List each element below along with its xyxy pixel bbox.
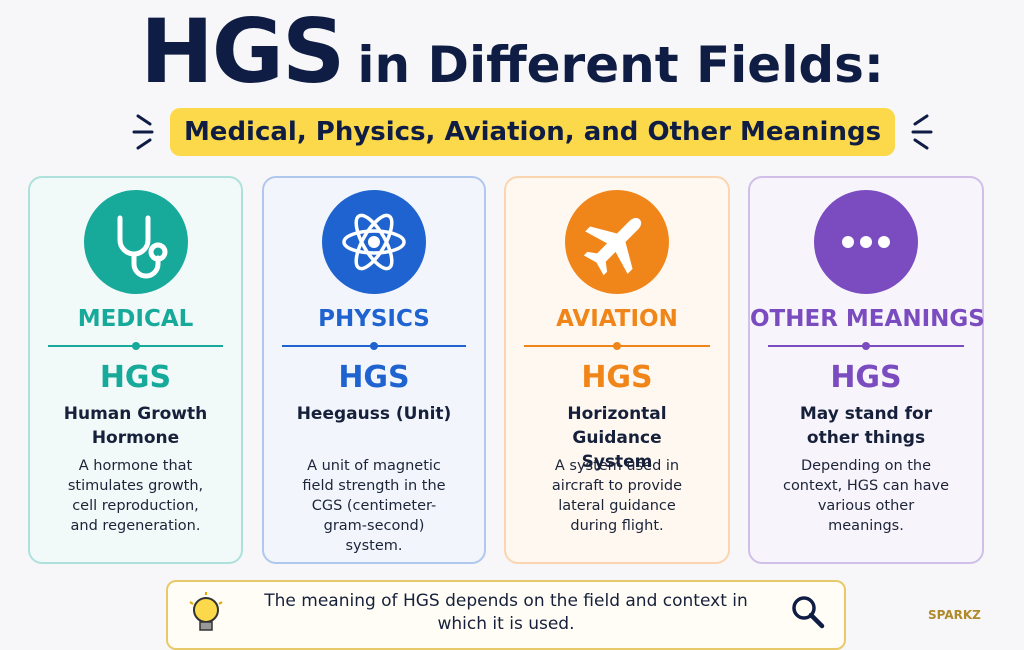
- title: HGS in Different Fields:: [0, 0, 1024, 103]
- icon: [322, 190, 426, 294]
- description: A system used in aircraft to provide lat…: [551, 458, 683, 534]
- description: Depending on the context, HGS can have v…: [782, 458, 950, 534]
- brand: SPARKZ: [928, 608, 981, 622]
- description: A unit of magnetic field strength in the…: [302, 458, 446, 554]
- field: AVIATION: [556, 306, 678, 332]
- icon: [565, 190, 669, 294]
- title-main: HGS: [140, 0, 345, 103]
- search-icon: [792, 596, 825, 629]
- acronym: HGS: [99, 360, 172, 395]
- field: MEDICAL: [77, 306, 194, 332]
- bulb-icon: [189, 592, 223, 631]
- icon: [83, 190, 188, 294]
- acronym: HGS: [338, 360, 410, 395]
- card: AVIATION HGS Horizontal Guidance System …: [504, 176, 730, 564]
- card: PHYSICS HGS Heegauss (Unit) A unit of ma…: [262, 176, 486, 564]
- footer-text: The meaning of HGS depends on the field …: [264, 591, 748, 634]
- description: A hormone that stimulates growth, cell r…: [67, 458, 204, 534]
- subtitle: Medical, Physics, Aviation, and Other Me…: [170, 108, 895, 156]
- acronym: HGS: [581, 360, 653, 395]
- icon: [814, 190, 918, 294]
- field: PHYSICS: [318, 306, 430, 332]
- field: OTHER MEANINGS: [750, 306, 985, 332]
- footer: The meaning of HGS depends on the field …: [166, 580, 846, 650]
- meaning: May stand for other things: [799, 404, 933, 448]
- meaning: Horizontal Guidance System: [567, 404, 667, 472]
- title-rest: in Different Fields:: [357, 36, 884, 94]
- card: OTHER MEANINGS HGS May stand for other t…: [748, 176, 985, 564]
- acronym: HGS: [830, 360, 902, 395]
- decoration: [132, 114, 154, 150]
- meaning: Heegauss (Unit): [296, 404, 452, 424]
- card: MEDICAL HGS Human Growth Hormone A hormo…: [28, 176, 243, 564]
- decoration: [911, 114, 933, 150]
- meaning: Human Growth Hormone: [63, 404, 208, 448]
